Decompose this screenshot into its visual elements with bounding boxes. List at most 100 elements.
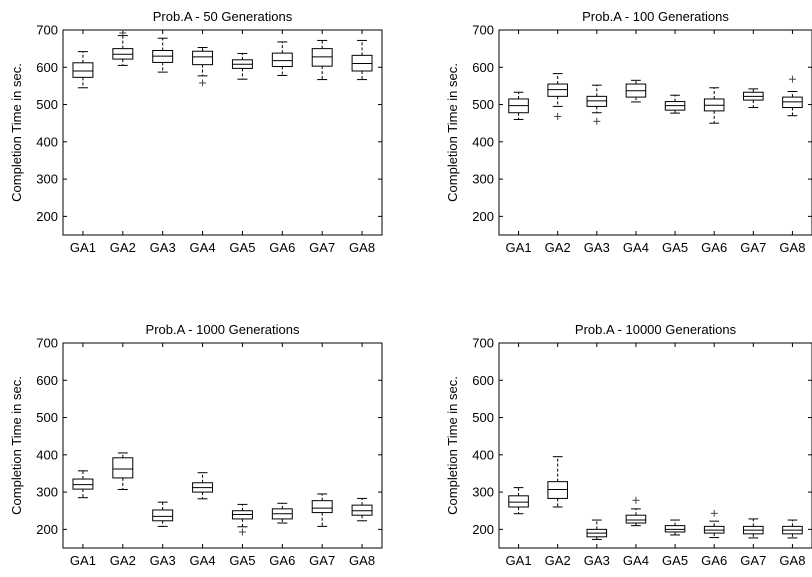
box-ga7 (311, 39, 333, 81)
x-tick-label: GA1 (70, 240, 96, 255)
x-tick-label: GA4 (623, 240, 649, 255)
y-tick-label: 600 (36, 60, 58, 75)
box-ga2 (547, 73, 568, 120)
chart-title: Prob.A - 10000 Generations (575, 322, 737, 337)
iqr-box (664, 525, 686, 533)
box-ga3 (586, 519, 608, 540)
box-ga7 (743, 518, 764, 539)
box-ga2 (112, 452, 134, 490)
chart-title: Prob.A - 50 Generations (153, 9, 293, 24)
iqr-box (625, 514, 647, 524)
box-ga3 (152, 37, 174, 73)
y-tick-label: 500 (472, 410, 494, 425)
y-tick-label: 600 (472, 60, 494, 75)
y-tick-label: 400 (36, 447, 58, 462)
box-ga5 (231, 52, 253, 80)
y-tick-label: 700 (472, 23, 494, 38)
chart-title: Prob.A - 100 Generations (582, 9, 729, 24)
iqr-box (311, 500, 333, 514)
iqr-box (112, 457, 134, 479)
x-tick-label: GA4 (190, 240, 216, 255)
box-ga8 (351, 497, 373, 522)
outlier-marker (199, 79, 207, 87)
x-tick-label: GA7 (309, 553, 335, 568)
y-tick-label: 200 (36, 209, 58, 224)
box-ga1 (508, 487, 529, 515)
y-tick-label: 300 (36, 172, 58, 187)
plot-frame (62, 29, 383, 236)
box-ga5 (664, 519, 686, 536)
y-tick-label: 200 (36, 522, 58, 537)
outlier-marker (710, 509, 718, 517)
box-ga1 (72, 51, 94, 89)
box-ga6 (271, 41, 293, 76)
y-tick-label: 300 (472, 485, 494, 500)
iqr-box (508, 495, 529, 508)
box-ga4 (192, 47, 214, 87)
iqr-box (72, 478, 94, 490)
y-tick-label: 500 (472, 97, 494, 112)
outlier-marker (238, 528, 246, 536)
y-tick-label: 600 (472, 373, 494, 388)
x-tick-label: GA5 (662, 240, 688, 255)
x-tick-label: GA2 (110, 553, 136, 568)
outlier-marker (119, 29, 127, 37)
chart-panel-4: Prob.A - 10000 Generations Completion Tim… (445, 322, 812, 568)
x-tick-label: GA8 (779, 240, 805, 255)
x-tick-label: GA2 (110, 240, 136, 255)
box-ga6 (703, 87, 725, 124)
x-tick-label: GA8 (349, 553, 375, 568)
box-ga8 (782, 519, 803, 539)
x-tick-label: GA1 (70, 553, 96, 568)
box-ga4 (192, 472, 214, 500)
iqr-box (586, 95, 608, 107)
y-axis-label: Completion Time in sec. (445, 376, 460, 515)
x-tick-label: GA5 (229, 240, 255, 255)
y-tick-label: 700 (36, 23, 58, 38)
y-axis-label: Completion Time in sec. (9, 63, 24, 202)
x-tick-label: GA3 (584, 240, 610, 255)
plot-frame (62, 342, 383, 549)
x-tick-label: GA3 (584, 553, 610, 568)
box-ga4 (625, 496, 647, 527)
plot-frame (498, 342, 812, 549)
x-tick-label: GA7 (309, 240, 335, 255)
box-ga2 (547, 456, 568, 508)
box-ga6 (703, 509, 725, 539)
outlier-marker (788, 75, 796, 83)
box-ga6 (271, 502, 293, 524)
y-axis-label: Completion Time in sec. (9, 376, 24, 515)
x-tick-label: GA5 (229, 553, 255, 568)
x-tick-label: GA7 (740, 553, 766, 568)
box-ga1 (72, 470, 94, 499)
x-tick-label: GA4 (190, 553, 216, 568)
x-tick-label: GA2 (545, 240, 571, 255)
y-tick-label: 400 (472, 447, 494, 462)
x-tick-label: GA6 (269, 553, 295, 568)
iqr-box (547, 83, 568, 97)
x-tick-label: GA7 (740, 240, 766, 255)
y-tick-label: 400 (472, 134, 494, 149)
x-tick-label: GA1 (506, 240, 532, 255)
x-tick-label: GA3 (150, 553, 176, 568)
y-tick-label: 400 (36, 134, 58, 149)
x-tick-label: GA6 (269, 240, 295, 255)
x-tick-label: GA5 (662, 553, 688, 568)
iqr-box (72, 62, 94, 78)
box-ga5 (664, 94, 686, 114)
box-ga5 (231, 503, 253, 536)
outlier-marker (554, 112, 562, 120)
iqr-box (311, 48, 333, 67)
x-tick-label: GA3 (150, 240, 176, 255)
box-ga8 (351, 39, 373, 81)
iqr-box (547, 481, 568, 499)
x-tick-label: GA1 (506, 553, 532, 568)
chart-panel-2: Prob.A - 100 Generations Completion Time … (445, 9, 812, 255)
chart-panel-1: Prob.A - 50 Generations Completion Time i… (9, 9, 383, 255)
outlier-marker (632, 496, 640, 504)
box-ga7 (743, 88, 764, 109)
box-ga7 (311, 493, 333, 527)
box-ga3 (586, 84, 608, 125)
